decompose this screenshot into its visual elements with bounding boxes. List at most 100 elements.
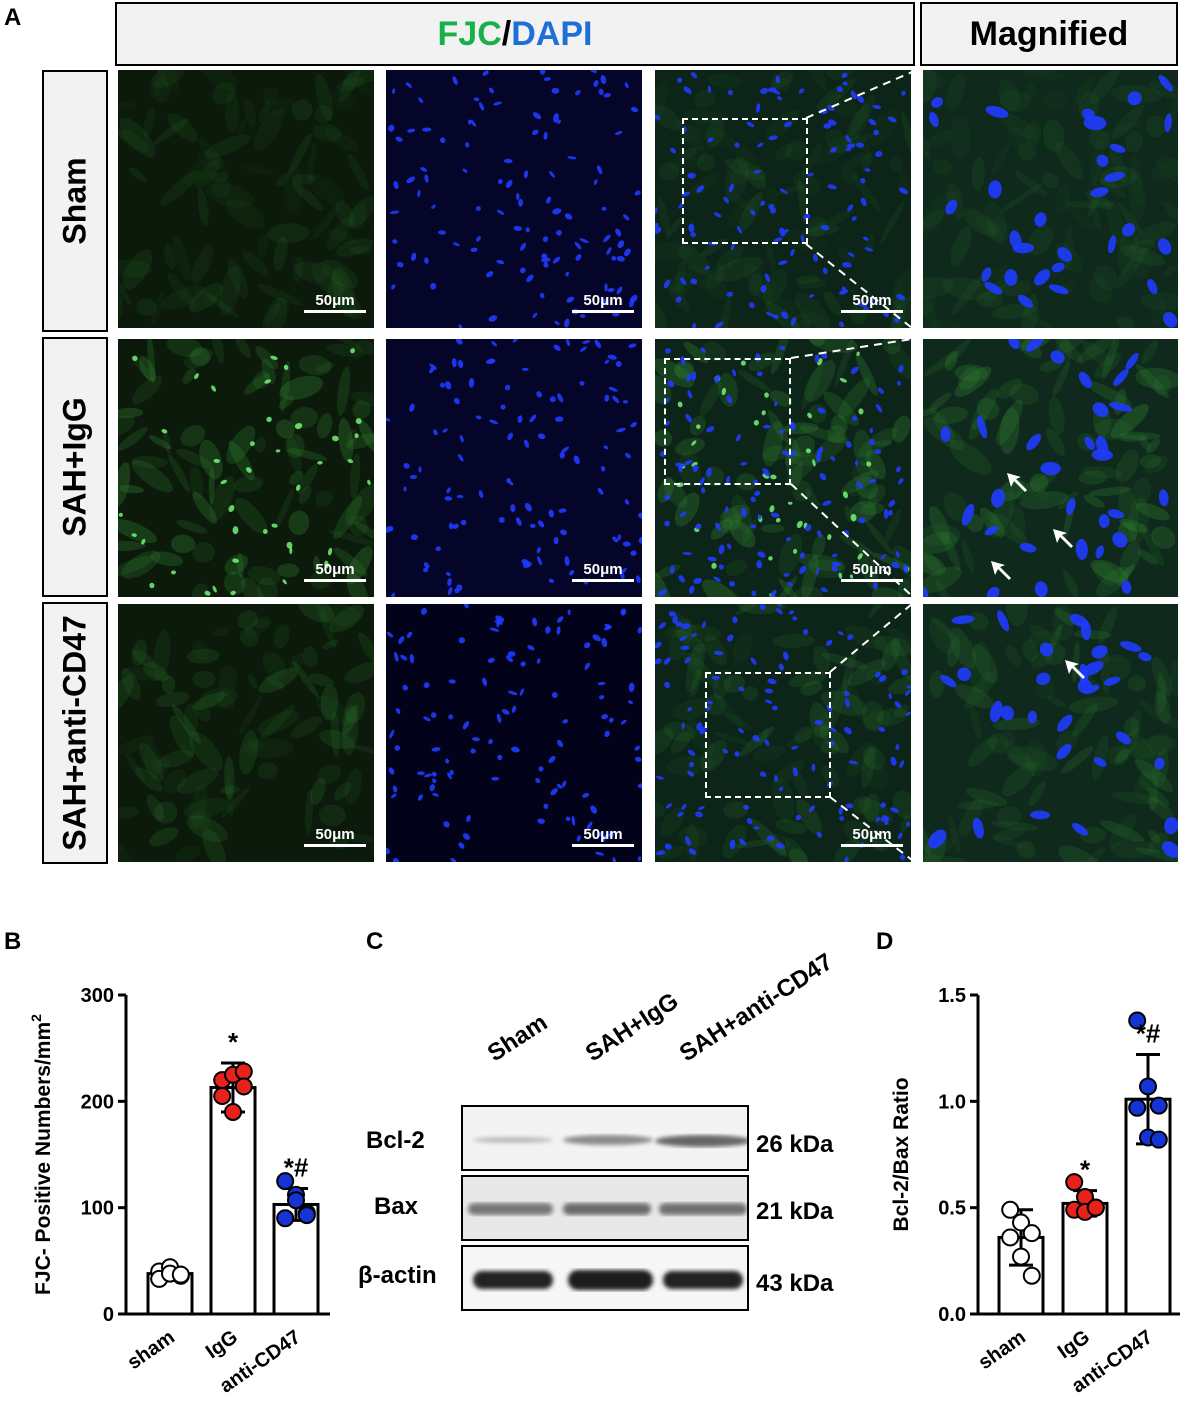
lane-label-sham: Sham: [482, 1008, 553, 1068]
micrograph-sham-fjc: 50μm: [118, 70, 374, 328]
panel-label-d: D: [876, 928, 894, 955]
zoom-region: [682, 118, 808, 244]
scale-bar-label: 50μm: [583, 561, 623, 578]
data-point: [234, 1062, 253, 1081]
scale-bar: 50μm: [841, 561, 903, 582]
data-point: [1001, 1228, 1020, 1247]
y-tick-label: 100: [81, 1198, 114, 1220]
scale-bar: 50μm: [841, 292, 903, 313]
blot-bactin: [461, 1245, 749, 1311]
micrograph-sah-igg-dapi: 50μm: [386, 339, 642, 597]
size-label-bcl2: 26 kDa: [756, 1131, 834, 1158]
y-tick-label: 0.5: [938, 1198, 966, 1220]
zoom-region: [664, 358, 791, 485]
scale-bar-label: 50μm: [583, 826, 623, 843]
slash-label: /: [501, 14, 512, 53]
arrow-icon: [1053, 529, 1073, 548]
stain-header: FJC / DAPI: [115, 2, 915, 66]
blot-bcl2: [461, 1105, 749, 1171]
y-axis-label: FJC- Positive Numbers/mm2: [30, 1014, 55, 1295]
micrograph-sham-dapi: 50μm: [386, 70, 642, 328]
scale-bar-label: 50μm: [583, 292, 623, 309]
data-point: [224, 1102, 242, 1121]
data-point: [276, 1209, 295, 1228]
scale-bar: 50μm: [572, 561, 634, 582]
x-tick-label: IgG: [202, 1326, 242, 1363]
data-point: [1012, 1247, 1030, 1266]
row-label-sham: Sham: [42, 70, 108, 332]
scale-bar-line: [304, 310, 366, 313]
micrograph-sah-igg-mag: [923, 339, 1178, 597]
data-point: [213, 1087, 232, 1106]
scale-bar-label: 50μm: [315, 561, 355, 578]
scale-bar-line: [572, 844, 634, 847]
arrow-icon: [991, 561, 1011, 580]
data-point: [276, 1172, 295, 1191]
micrograph-sham-merge: 50μm: [655, 70, 911, 328]
lane-label-sah-igg: SAH+IgG: [580, 987, 684, 1068]
scale-bar-line: [841, 844, 903, 847]
data-point: [171, 1265, 190, 1284]
scale-bar-line: [304, 579, 366, 582]
scale-bar-label: 50μm: [852, 826, 892, 843]
y-tick-label: 200: [81, 1091, 114, 1113]
panel-label-c: C: [366, 928, 384, 955]
data-point: [1012, 1213, 1030, 1232]
significance-label: *: [228, 1027, 239, 1057]
bar-IgG: [209, 1086, 257, 1316]
data-point: [1065, 1173, 1084, 1192]
row-label-sah-igg: SAH+IgG: [42, 337, 108, 597]
scale-bar: 50μm: [304, 826, 366, 847]
scale-bar-line: [304, 844, 366, 847]
x-tick-label: IgG: [1054, 1326, 1094, 1363]
lane-label-sah-anti-cd47: SAH+anti-CD47: [674, 948, 838, 1068]
zoom-connectors: [0, 0, 1194, 900]
x-tick-label: sham: [974, 1326, 1029, 1374]
scale-bar-line: [841, 579, 903, 582]
chart-bcl2-bax-ratio: 0.00.51.01.5sham*IgG*#anti-CD47Bcl-2/Bax…: [890, 985, 1180, 1398]
data-point: [1149, 1130, 1168, 1149]
data-point: [287, 1191, 305, 1210]
significance-label: *#: [1136, 1019, 1161, 1049]
micrograph-sham-mag: [923, 70, 1178, 328]
arrow-icon: [1007, 473, 1027, 492]
panel-label-a: A: [4, 4, 22, 31]
blot-bax: [461, 1175, 749, 1241]
data-point: [1001, 1200, 1020, 1219]
scale-bar-label: 50μm: [852, 561, 892, 578]
scale-bar: 50μm: [572, 292, 634, 313]
scale-bar-line: [572, 579, 634, 582]
dapi-label: DAPI: [511, 14, 593, 53]
scale-bar: 50μm: [841, 826, 903, 847]
scale-bar-line: [572, 310, 634, 313]
significance-label: *: [1080, 1155, 1091, 1185]
band-label-bactin: β-actin: [358, 1262, 437, 1289]
band-label-bax: Bax: [374, 1193, 419, 1220]
fjc-label: FJC: [437, 14, 502, 53]
magnified-label: Magnified: [969, 14, 1129, 53]
y-axis-label-superscript: 2: [30, 1014, 44, 1022]
data-point: [1086, 1198, 1105, 1217]
micrograph-sah-anti-cd47-merge: 50μm: [655, 604, 911, 862]
row-label-sah-anti-cd47: SAH+anti-CD47: [42, 602, 108, 864]
micrograph-sah-anti-cd47-dapi: 50μm: [386, 604, 642, 862]
y-tick-label: 0: [103, 1304, 114, 1326]
scale-bar-line: [841, 310, 903, 313]
x-tick-label: sham: [123, 1326, 178, 1374]
arrow-icon: [1065, 660, 1085, 679]
size-label-bactin: 43 kDa: [756, 1270, 834, 1297]
y-tick-label: 1.5: [938, 985, 966, 1007]
data-point: [1149, 1096, 1168, 1115]
panel-label-b: B: [4, 928, 22, 955]
data-point: [234, 1077, 253, 1096]
micrograph-sah-igg-merge: 50μm: [655, 339, 911, 597]
data-point: [1128, 1011, 1147, 1030]
data-point: [1128, 1098, 1147, 1117]
size-label-bax: 21 kDa: [756, 1198, 834, 1225]
y-tick-label: 0.0: [938, 1304, 966, 1326]
y-tick-label: 1.0: [938, 1091, 966, 1113]
micrograph-sah-igg-fjc: 50μm: [118, 339, 374, 597]
scale-bar-label: 50μm: [315, 292, 355, 309]
y-tick-label: 300: [81, 985, 114, 1007]
